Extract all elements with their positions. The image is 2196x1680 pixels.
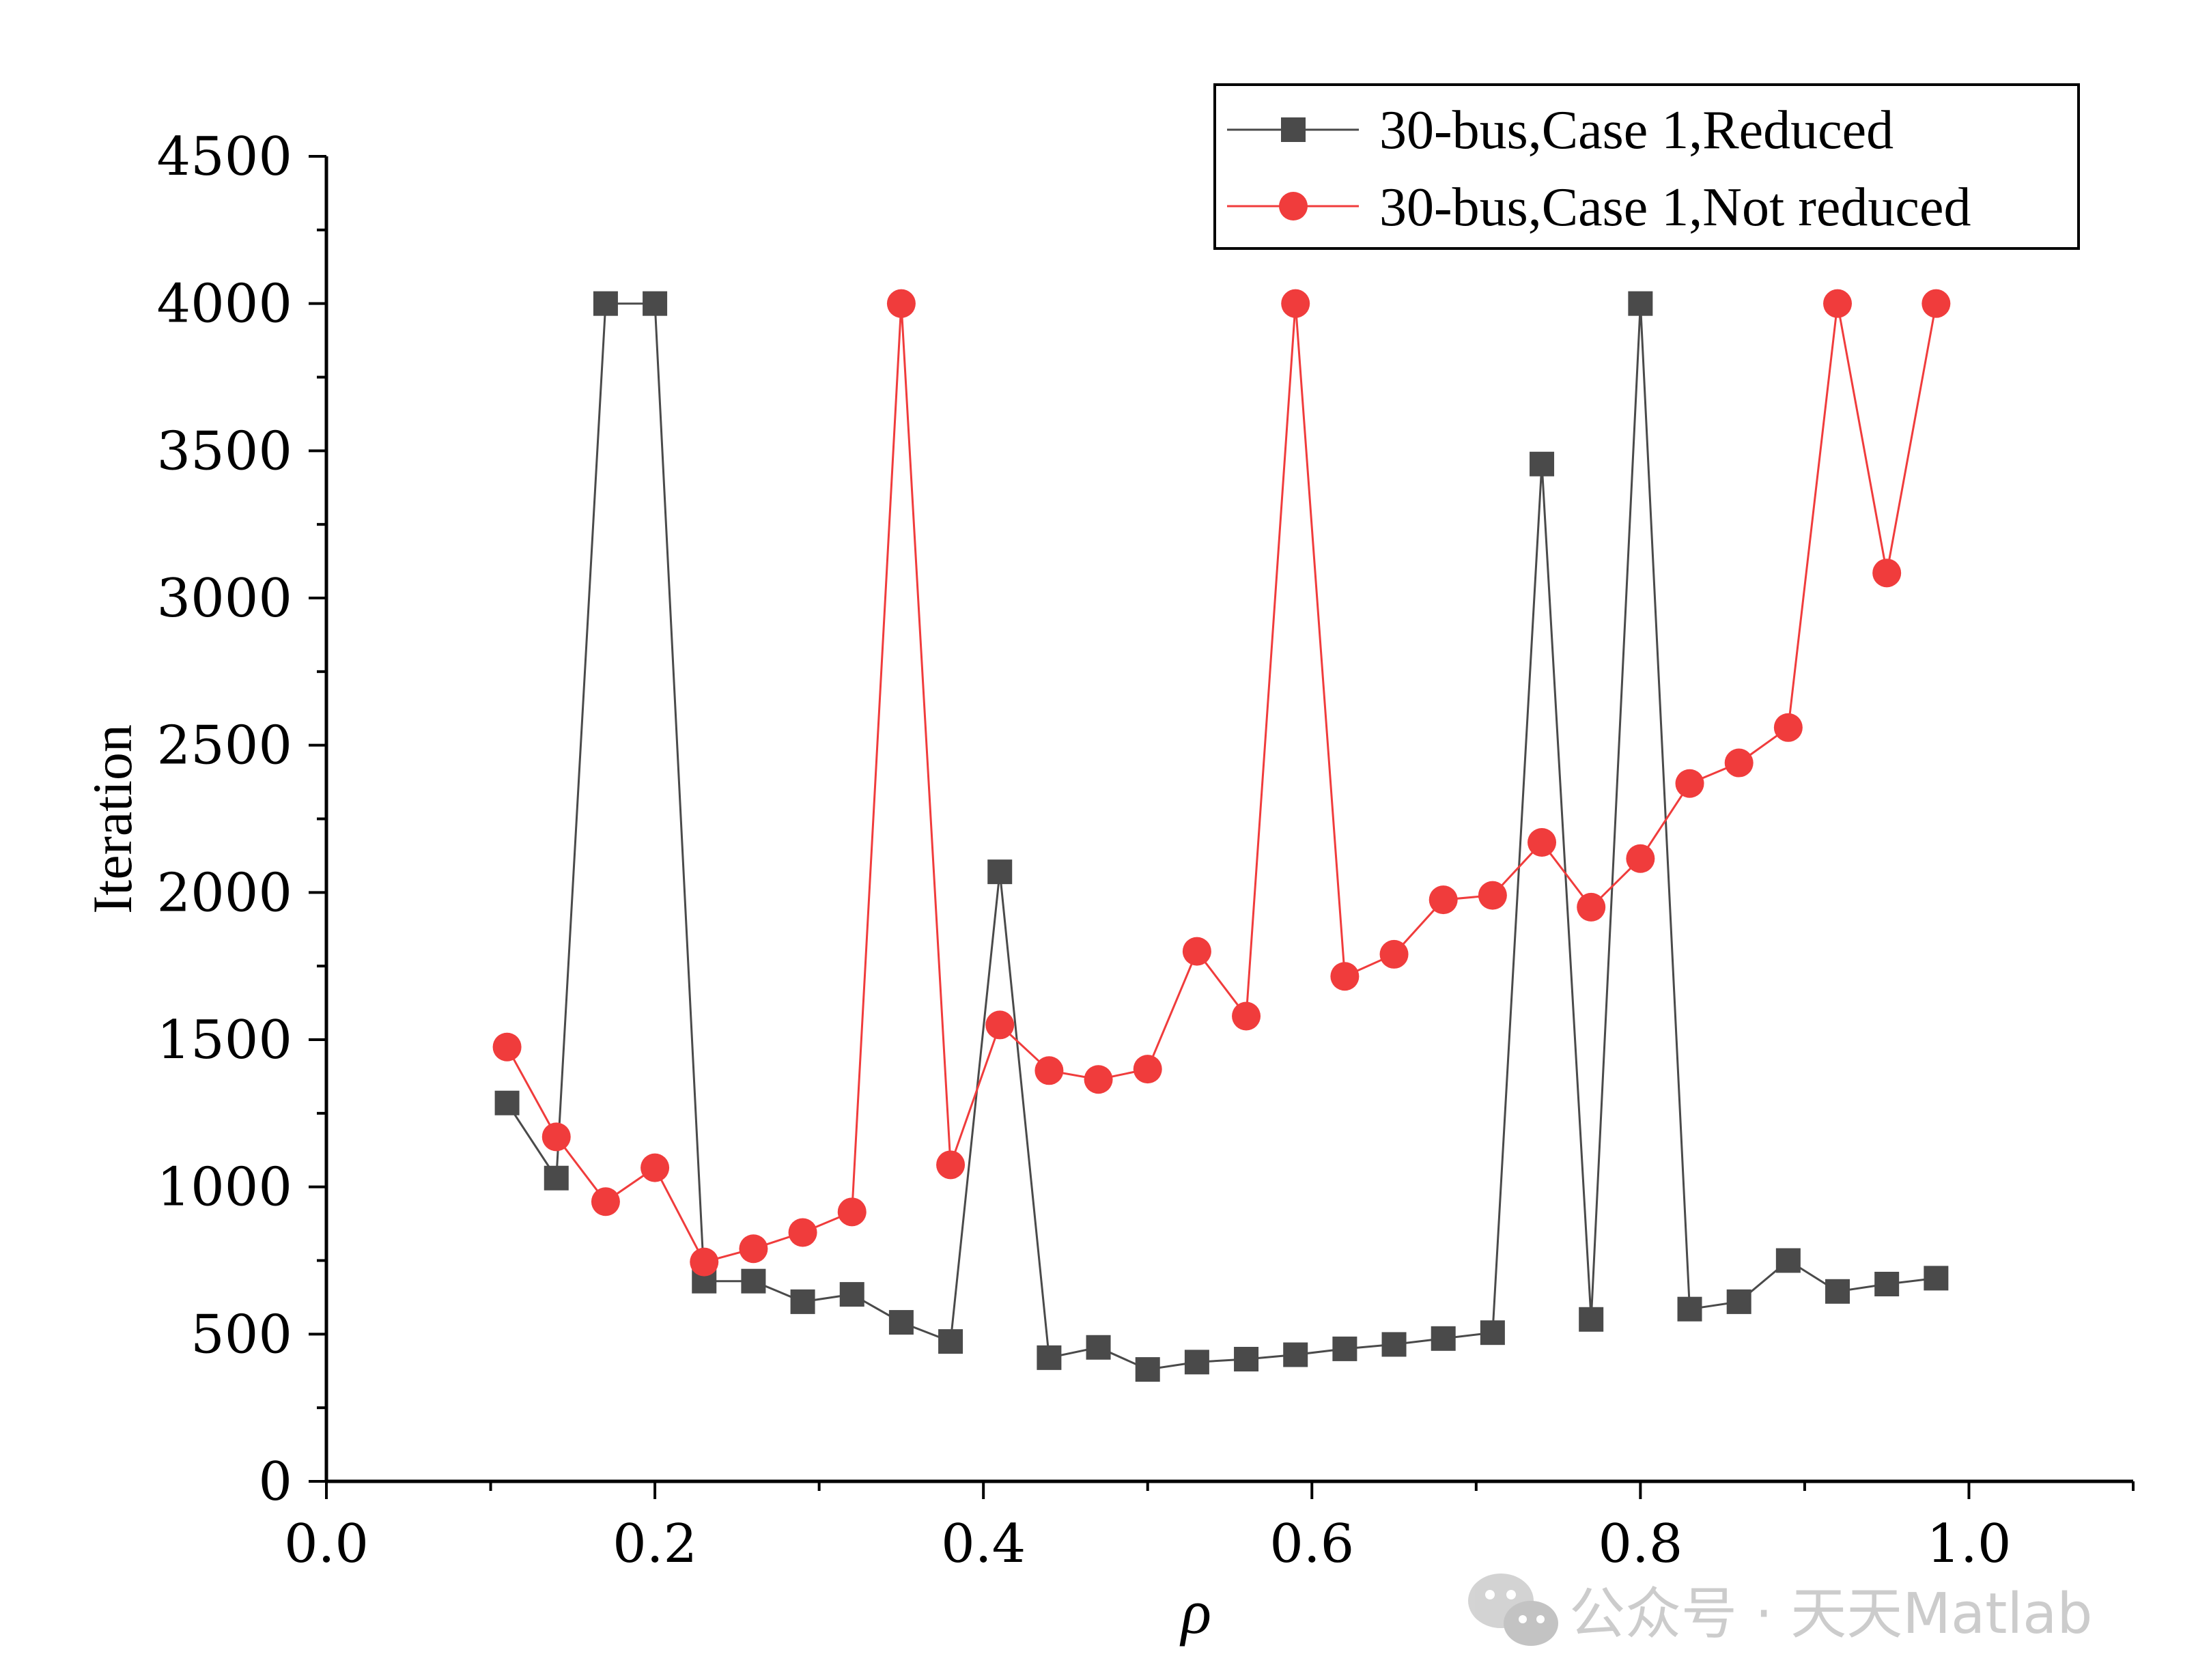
data-point-square: [1775, 1248, 1801, 1273]
data-point-square: [643, 291, 668, 316]
data-point-square: [1135, 1357, 1160, 1382]
x-tick-label: 0.0: [284, 1513, 369, 1575]
data-point-square: [1924, 1266, 1949, 1291]
y-tick-label: 0: [258, 1451, 292, 1513]
data-point-circle: [1428, 885, 1458, 915]
y-tick-label: 4500: [156, 126, 292, 188]
y-tick-label: 3500: [156, 421, 292, 482]
data-point-square: [839, 1282, 864, 1307]
data-point-circle: [1379, 939, 1409, 969]
x-tick-label: 0.4: [941, 1513, 1026, 1575]
data-point-circle: [1577, 892, 1606, 922]
data-point-circle: [1034, 1056, 1064, 1085]
watermark: 公众号 · 天天Matlab: [1468, 1574, 2092, 1647]
data-point-circle: [1478, 881, 1507, 910]
data-point-square: [1234, 1346, 1259, 1371]
data-point-circle: [591, 1187, 620, 1216]
x-axis-title: ρ: [1179, 1577, 1211, 1647]
y-tick-label: 1000: [156, 1157, 292, 1219]
data-point-square: [1184, 1350, 1209, 1375]
legend-label-reduced: 30-bus,Case 1,Reduced: [1379, 100, 1894, 160]
data-point-square: [1086, 1335, 1111, 1360]
data-point-circle: [1626, 844, 1655, 873]
data-point-square: [1431, 1326, 1456, 1351]
series-1: [494, 291, 1949, 1382]
data-point-square: [1825, 1279, 1850, 1304]
data-point-circle: [1084, 1065, 1113, 1094]
legend-marker-circle: [1279, 192, 1308, 220]
data-point-square: [1530, 451, 1555, 476]
series-layer: [492, 289, 1951, 1382]
data-point-square: [1874, 1272, 1900, 1297]
data-point-circle: [1724, 748, 1754, 778]
data-point-square: [1579, 1307, 1604, 1332]
data-point-circle: [640, 1153, 670, 1182]
data-point-circle: [1872, 558, 1902, 588]
data-point-circle: [1232, 1001, 1261, 1031]
series-line: [506, 303, 1937, 1264]
series-line: [506, 302, 1937, 1371]
data-point-square: [1332, 1336, 1357, 1361]
data-point-circle: [1675, 769, 1704, 798]
data-point-square: [888, 1310, 914, 1335]
data-point-circle: [1823, 289, 1853, 318]
data-point-square: [544, 1165, 569, 1191]
y-tick-label: 1500: [156, 1010, 292, 1071]
x-axis: 0.0 0.2 0.4 0.6 0.8 1.0: [284, 1479, 2135, 1575]
data-point-circle: [492, 1032, 522, 1062]
legend-label-not-reduced: 30-bus,Case 1,Not reduced: [1379, 177, 1971, 238]
data-point-circle: [1773, 713, 1803, 742]
series-2: [492, 289, 1951, 1277]
data-point-square: [1283, 1342, 1308, 1367]
data-point-circle: [936, 1150, 966, 1180]
legend-marker-square: [1281, 117, 1306, 142]
data-point-circle: [837, 1197, 867, 1227]
data-point-square: [790, 1289, 815, 1314]
data-point-square: [987, 859, 1013, 885]
data-point-square: [1037, 1345, 1062, 1370]
data-point-circle: [1922, 289, 1951, 318]
data-point-circle: [1330, 962, 1360, 991]
data-point-square: [593, 291, 618, 316]
data-point-square: [938, 1329, 963, 1354]
data-point-circle: [541, 1122, 571, 1152]
data-point-circle: [1182, 937, 1211, 966]
y-axis: 0 500 1000 1500 2000 2500 3000 3500 4000 4500: [156, 126, 328, 1513]
data-point-circle: [739, 1234, 768, 1264]
data-point-square: [1381, 1332, 1407, 1357]
data-point-circle: [886, 289, 916, 318]
data-point-circle: [1281, 289, 1310, 318]
x-tick-label: 0.8: [1598, 1513, 1683, 1575]
x-tick-label: 0.2: [613, 1513, 697, 1575]
data-point-square: [494, 1090, 520, 1115]
data-point-square: [741, 1268, 766, 1294]
data-point-circle: [1133, 1055, 1162, 1084]
y-tick-label: 2000: [156, 862, 292, 924]
y-tick-label: 2500: [156, 715, 292, 777]
legend-box: [1213, 83, 2080, 250]
y-tick-label: 3000: [156, 568, 292, 629]
data-point-circle: [788, 1218, 817, 1247]
data-point-square: [1480, 1320, 1505, 1346]
legend: 30-bus,Case 1,Reduced 30-bus,Case 1,Not …: [1213, 83, 2080, 250]
wechat-icon: [1468, 1574, 1558, 1646]
y-tick-label: 4000: [156, 274, 292, 335]
x-tick-label: 0.6: [1269, 1513, 1354, 1575]
y-axis-title: Iteration: [81, 724, 143, 914]
data-point-square: [1726, 1289, 1751, 1314]
data-point-circle: [1528, 828, 1557, 857]
y-tick-label: 500: [191, 1304, 292, 1365]
watermark-text: 公众号 · 天天Matlab: [1569, 1582, 2092, 1647]
x-tick-label: 1.0: [1926, 1513, 2011, 1575]
data-point-circle: [690, 1247, 719, 1277]
data-point-circle: [985, 1010, 1015, 1040]
data-point-square: [1628, 291, 1653, 316]
data-point-square: [1677, 1296, 1702, 1322]
